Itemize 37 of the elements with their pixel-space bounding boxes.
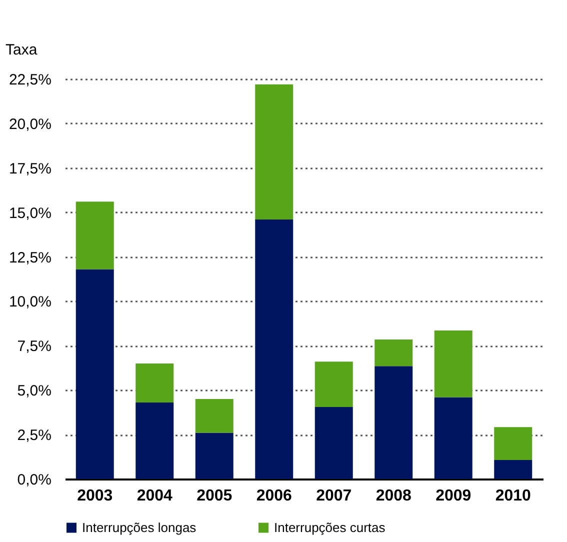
bar bbox=[314, 362, 353, 407]
legend-label: Interrupções longas bbox=[82, 520, 197, 535]
y-axis-title: Taxa bbox=[6, 42, 38, 58]
y-tick-label: 0,0% bbox=[17, 472, 52, 488]
bar bbox=[374, 366, 413, 479]
x-tick-label: 2003 bbox=[77, 488, 113, 504]
x-tick-label: 2006 bbox=[256, 488, 292, 504]
bar bbox=[494, 427, 532, 460]
x-tick-label: 2005 bbox=[196, 488, 232, 504]
bar bbox=[195, 399, 234, 433]
y-tick-label: 12,5% bbox=[8, 249, 52, 266]
bar bbox=[434, 397, 472, 479]
bar bbox=[494, 460, 532, 479]
x-tick-label: 2007 bbox=[316, 488, 352, 504]
y-tick-label: 5,0% bbox=[17, 382, 52, 400]
y-tick-label: 2,5% bbox=[17, 427, 52, 444]
bar bbox=[434, 330, 472, 398]
x-tick-label: 2004 bbox=[136, 488, 173, 504]
bar bbox=[195, 432, 234, 479]
bar bbox=[255, 219, 294, 479]
legend-label: Interrupções curtas bbox=[274, 520, 386, 535]
bar bbox=[76, 202, 114, 270]
bar bbox=[76, 269, 114, 479]
bar bbox=[255, 84, 294, 220]
y-tick-label: 20,0% bbox=[8, 116, 52, 133]
y-tick-label: 7,5% bbox=[17, 338, 52, 356]
bar bbox=[374, 339, 413, 366]
x-tick-label: 2010 bbox=[495, 488, 532, 504]
bar bbox=[136, 363, 174, 403]
y-tick-label: 17,5% bbox=[8, 160, 52, 178]
bar bbox=[136, 402, 174, 479]
y-tick-label: 22,5% bbox=[8, 72, 52, 88]
y-tick-label: 10,0% bbox=[8, 294, 52, 311]
x-tick-label: 2008 bbox=[376, 488, 412, 504]
x-tick-label: 2009 bbox=[436, 488, 472, 504]
bar bbox=[314, 407, 353, 479]
y-tick-label: 15,0% bbox=[8, 204, 52, 222]
